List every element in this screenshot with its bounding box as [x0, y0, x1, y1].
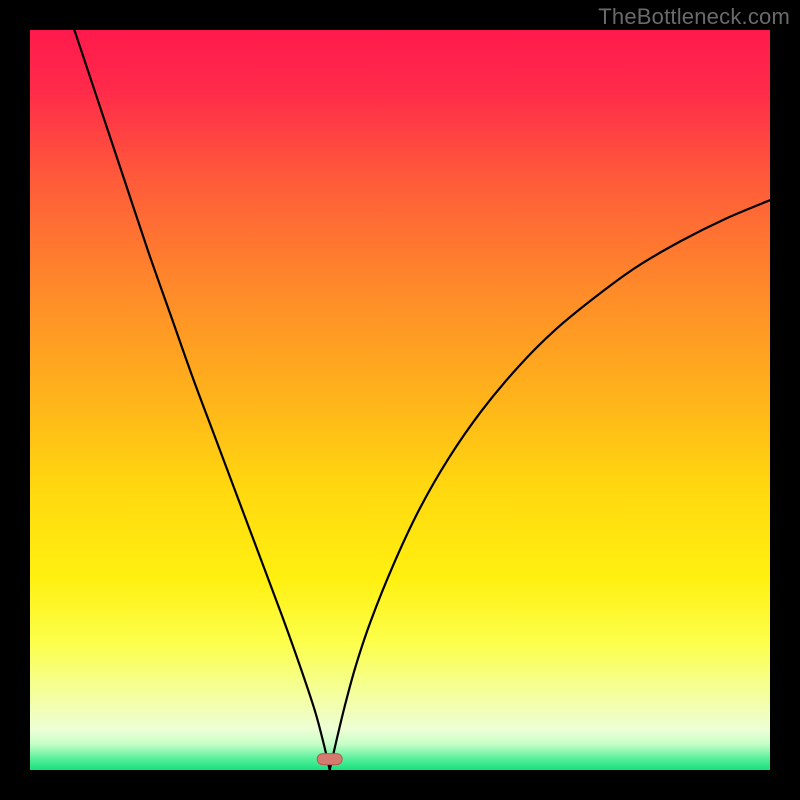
minimum-marker — [316, 753, 343, 765]
curve-right-branch — [330, 200, 770, 770]
curve-layer — [30, 30, 770, 770]
plot-area — [30, 30, 770, 770]
curve-left-branch — [74, 30, 329, 770]
chart-canvas: TheBottleneck.com — [0, 0, 800, 800]
watermark-text: TheBottleneck.com — [598, 4, 790, 30]
